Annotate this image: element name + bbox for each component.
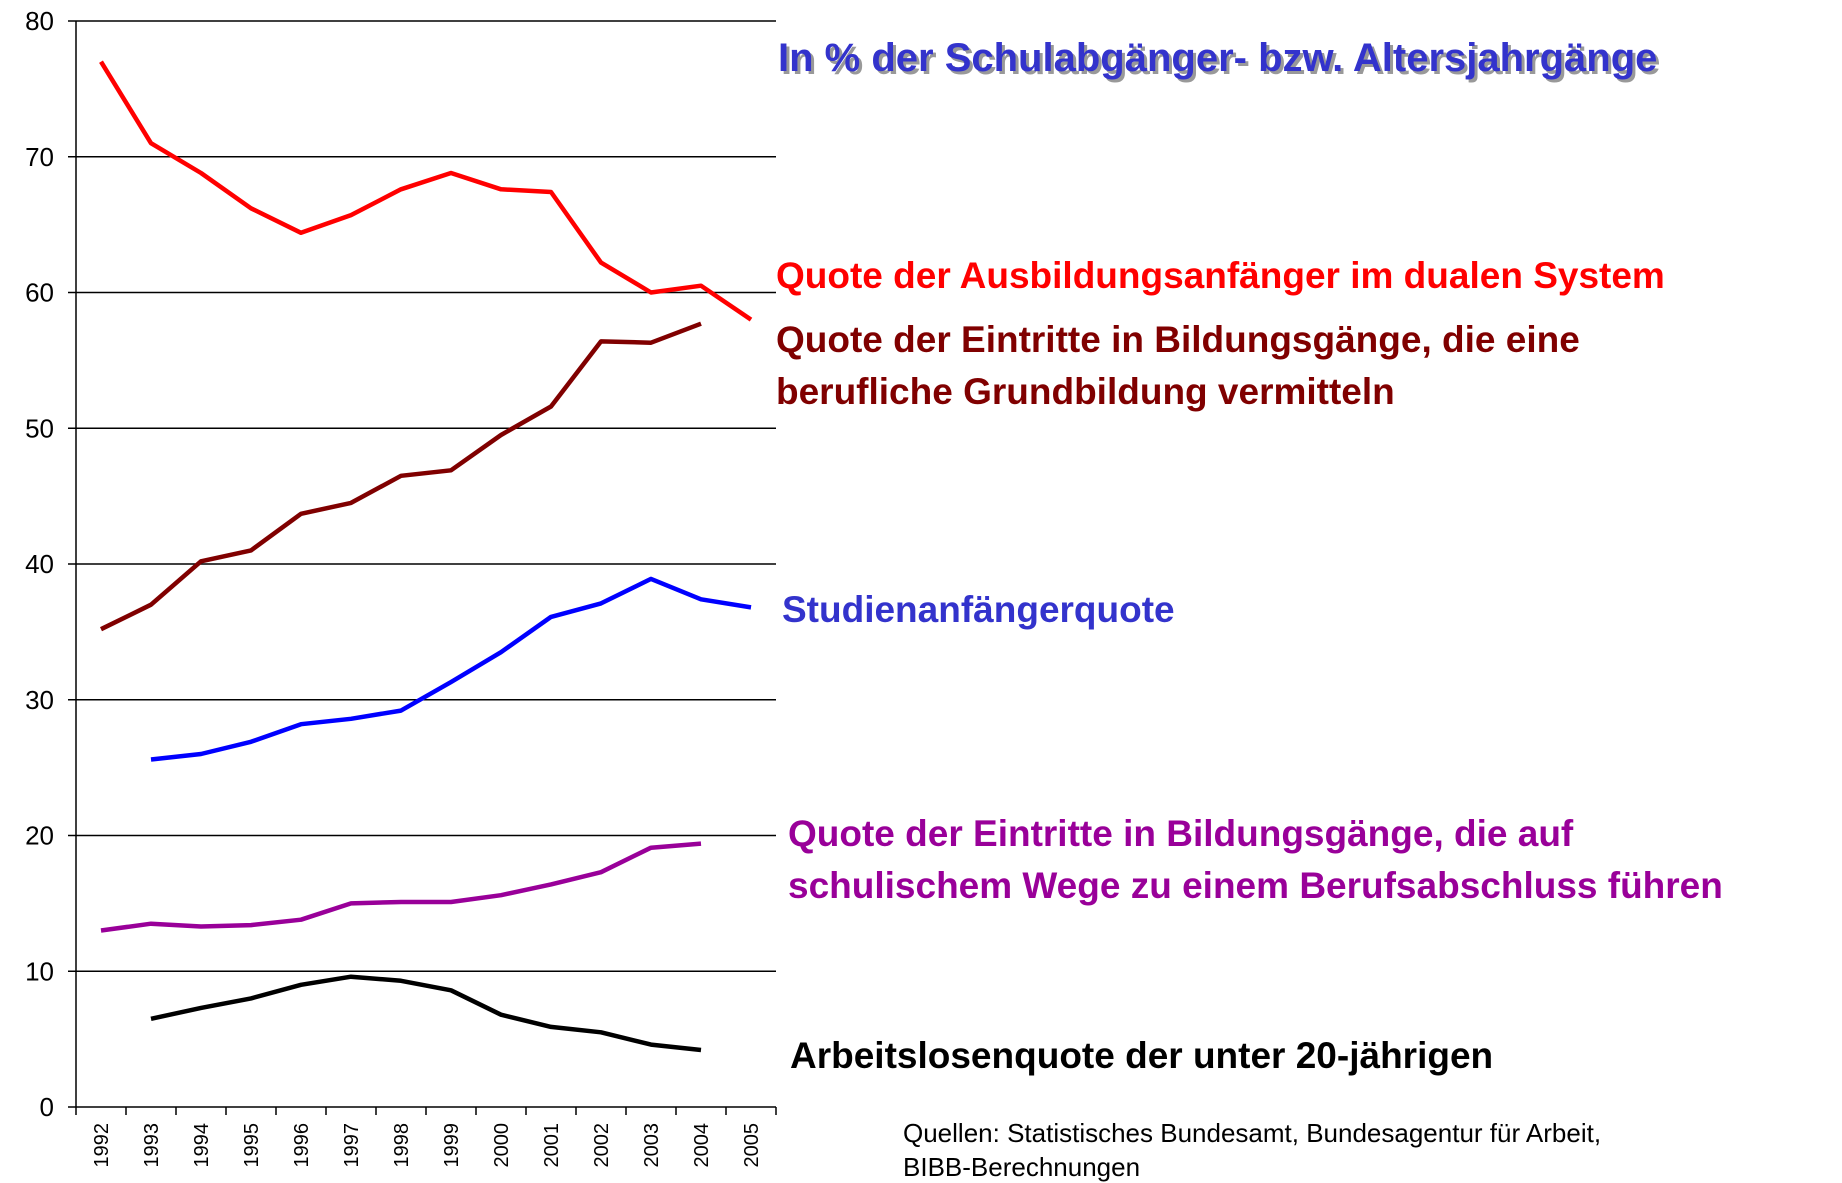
x-tick-label: 1993 [141, 1123, 163, 1168]
series-line [100, 321, 702, 632]
x-tick-label: 1996 [291, 1123, 313, 1168]
y-tick-label: 10 [25, 956, 54, 986]
y-tick-label: 80 [25, 6, 54, 36]
y-tick-label: 30 [25, 685, 54, 715]
y-tick-label: 40 [25, 549, 54, 579]
x-tick-label: 1997 [341, 1123, 363, 1168]
y-tick-label: 60 [25, 278, 54, 308]
x-tick-label: 2001 [541, 1123, 563, 1168]
y-tick-label: 20 [25, 821, 54, 851]
chart-title: In % der Schulabgänger- bzw. Altersjahrg… [778, 36, 1658, 80]
series-line [100, 841, 702, 933]
x-tick-label: 2005 [741, 1123, 763, 1168]
series-line [99, 60, 753, 322]
y-tick-label: 50 [25, 413, 54, 443]
x-tick-label: 2000 [491, 1123, 513, 1168]
series-line [150, 974, 702, 1053]
source-line: Quellen: Statistisches Bundesamt, Bundes… [903, 1118, 1602, 1148]
y-tick-label: 70 [25, 142, 54, 172]
x-tick-label: 1999 [441, 1123, 463, 1168]
x-tick-label: 2003 [641, 1123, 663, 1168]
x-tick-label: 1994 [191, 1123, 213, 1168]
x-tick-label: 2004 [691, 1123, 713, 1168]
series-label: Quote der Eintritte in Bildungsgänge, di… [776, 319, 1580, 412]
series-line [150, 576, 752, 762]
series-label: Quote der Eintritte in Bildungsgänge, di… [788, 813, 1723, 906]
series-label: Arbeitslosenquote der unter 20-jährigen [790, 1035, 1494, 1076]
x-tick-label: 1992 [91, 1123, 113, 1168]
series-label: Studienanfängerquote [782, 589, 1175, 630]
x-tick-label: 1998 [391, 1123, 413, 1168]
source-line: BIBB-Berechnungen [903, 1152, 1141, 1182]
x-tick-label: 1995 [241, 1123, 263, 1168]
x-tick-label: 2002 [591, 1123, 613, 1168]
series-label: Quote der Ausbildungsanfänger im dualen … [776, 255, 1665, 296]
y-tick-label: 0 [40, 1092, 54, 1122]
